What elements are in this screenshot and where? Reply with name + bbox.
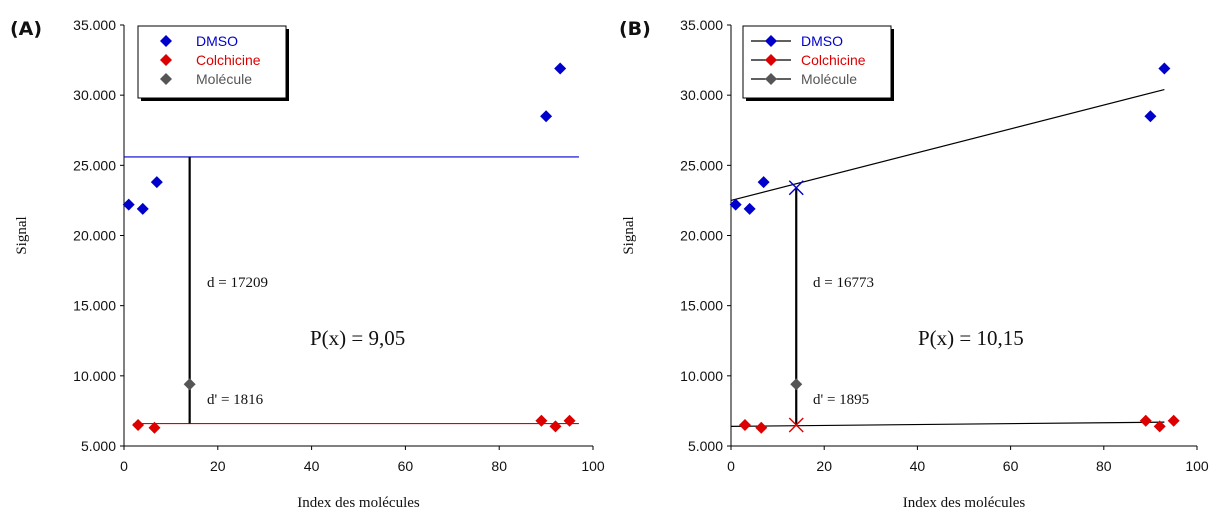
- legend-marker: [160, 54, 172, 66]
- data-point-dmso: [757, 176, 770, 189]
- y-tick-label: 10.000: [73, 368, 116, 384]
- x-tick-label: 20: [210, 458, 226, 474]
- annotation-p: P(x) = 9,05: [310, 326, 405, 350]
- data-point-dmso: [743, 202, 756, 215]
- cross-marker-dmso: [788, 180, 804, 196]
- y-tick-label: 30.000: [73, 87, 116, 103]
- x-tick-label: 40: [304, 458, 320, 474]
- data-point-dmso: [729, 198, 742, 211]
- data-point-colchicine: [549, 420, 562, 433]
- legend: DMSO Colchicine Molécule: [137, 25, 289, 101]
- data-point-colchicine: [563, 414, 576, 427]
- data-point-colchicine: [1139, 414, 1152, 427]
- legend-marker: [765, 35, 777, 47]
- data-point-dmso: [1144, 110, 1157, 123]
- data-point-dmso: [150, 176, 163, 189]
- cross-stroke: [788, 417, 804, 433]
- reference-line-dmso: [730, 88, 1165, 201]
- y-tick-label: 20.000: [680, 228, 723, 244]
- data-point-dmso: [1158, 62, 1171, 75]
- y-axis-title: Signal: [14, 216, 30, 254]
- annotation-d: d = 17209: [207, 275, 268, 291]
- legend-entry-1: Colchicine: [196, 52, 261, 68]
- legend-marker: [765, 73, 777, 85]
- x-tick-label: 60: [398, 458, 414, 474]
- cross-stroke: [788, 180, 804, 196]
- y-tick-label: 15.000: [73, 298, 116, 314]
- y-tick-label: 15.000: [680, 298, 723, 314]
- data-point-colchicine: [1167, 414, 1180, 427]
- x-axis-title: Index des molécules: [297, 495, 420, 511]
- data-point-colchicine: [148, 421, 161, 434]
- data-point-colchicine: [755, 421, 768, 434]
- x-tick-label: 80: [491, 458, 507, 474]
- annotation-d-prime: d' = 1895: [813, 392, 869, 408]
- panel-label: (A): [10, 18, 42, 40]
- data-point-colchicine: [1153, 420, 1166, 433]
- data-point-colchicine: [738, 418, 751, 431]
- panel-label: (B): [619, 18, 651, 40]
- x-tick-label: 60: [1003, 458, 1019, 474]
- data-point-dmso: [554, 62, 567, 75]
- data-point-molecule: [183, 378, 196, 391]
- y-tick-label: 25.000: [73, 157, 116, 173]
- y-axis-title: Signal: [621, 216, 637, 254]
- annotation-d-prime: d' = 1816: [207, 392, 264, 408]
- data-point-dmso: [136, 202, 149, 215]
- y-tick-label: 35.000: [73, 17, 116, 33]
- y-tick-label: 25.000: [680, 157, 723, 173]
- legend: DMSO Colchicine Molécule: [742, 25, 894, 101]
- y-tick-label: 20.000: [73, 228, 116, 244]
- data-point-colchicine: [132, 418, 145, 431]
- legend-marker: [765, 54, 777, 66]
- x-tick-label: 0: [120, 458, 128, 474]
- chart-panel-a: (A) 5.000 10.000 15.000 20.000 25.000 30.000 35…: [10, 17, 605, 511]
- y-tick-label: 35.000: [680, 17, 723, 33]
- x-tick-label: 40: [910, 458, 926, 474]
- legend-entry-0: DMSO: [196, 33, 238, 49]
- y-tick-label: 5.000: [688, 438, 723, 454]
- legend-entry-2: Molécule: [801, 71, 857, 87]
- annotation-d: d = 16773: [813, 275, 874, 291]
- y-tick-label: 30.000: [680, 87, 723, 103]
- reference-line-colchicine: [730, 421, 1165, 427]
- cross-marker-colchicine: [788, 417, 804, 433]
- legend-entry-2: Molécule: [196, 71, 252, 87]
- annotation-p: P(x) = 10,15: [918, 326, 1024, 350]
- data-point-dmso: [122, 198, 135, 211]
- y-tick-label: 10.000: [680, 368, 723, 384]
- legend-marker: [160, 73, 172, 85]
- x-tick-label: 20: [816, 458, 832, 474]
- legend-marker: [160, 35, 172, 47]
- legend-entry-1: Colchicine: [801, 52, 866, 68]
- x-axis-title: Index des molécules: [903, 495, 1026, 511]
- x-tick-label: 100: [581, 458, 605, 474]
- x-tick-label: 80: [1096, 458, 1112, 474]
- x-tick-label: 100: [1185, 458, 1209, 474]
- y-tick-label: 5.000: [81, 438, 116, 454]
- data-point-colchicine: [535, 414, 548, 427]
- x-tick-label: 0: [727, 458, 735, 474]
- legend-entry-0: DMSO: [801, 33, 843, 49]
- data-point-molecule: [790, 378, 803, 391]
- chart-panel-b: (B) 5.000 10.000 15.000 20.000 25.000 30.000 35…: [619, 17, 1209, 511]
- data-point-dmso: [540, 110, 553, 123]
